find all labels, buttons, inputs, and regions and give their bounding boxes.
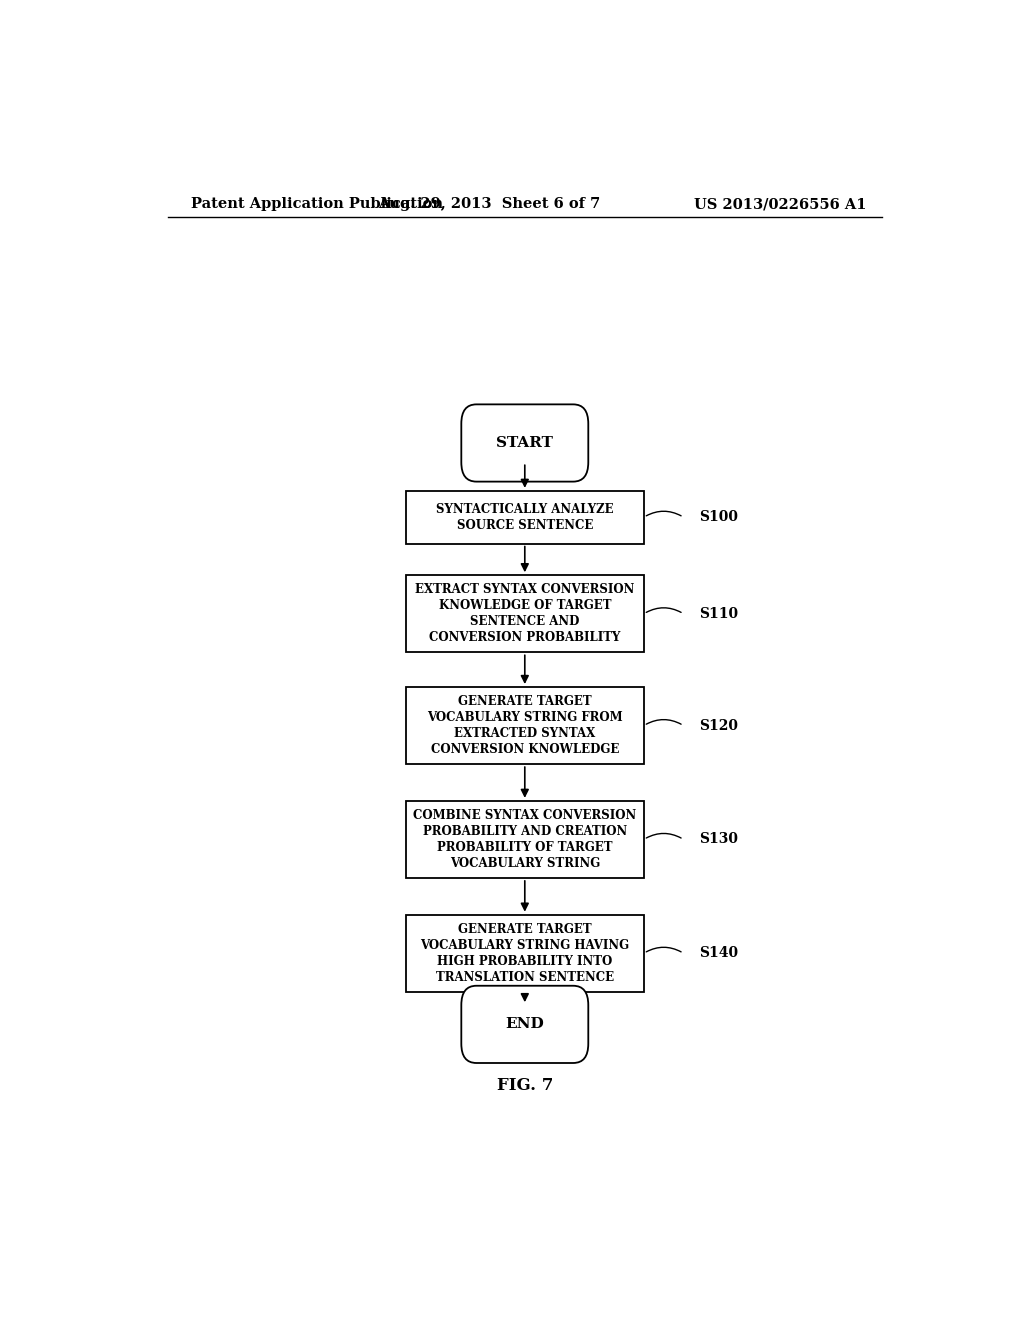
Text: S130: S130 [699,833,738,846]
Text: S120: S120 [699,718,738,733]
Text: SYNTACTICALLY ANALYZE
SOURCE SENTENCE: SYNTACTICALLY ANALYZE SOURCE SENTENCE [436,503,613,532]
Bar [406,801,644,878]
Text: US 2013/0226556 A1: US 2013/0226556 A1 [693,197,866,211]
Text: FIG. 7: FIG. 7 [497,1077,553,1094]
Text: EXTRACT SYNTAX CONVERSION
KNOWLEDGE OF TARGET
SENTENCE AND
CONVERSION PROBABILIT: EXTRACT SYNTAX CONVERSION KNOWLEDGE OF T… [415,583,635,644]
Text: START: START [497,436,553,450]
Bar [406,576,644,652]
Bar [406,915,644,991]
Text: Aug. 29, 2013  Sheet 6 of 7: Aug. 29, 2013 Sheet 6 of 7 [378,197,600,211]
Bar [406,686,644,764]
FancyBboxPatch shape [461,404,588,482]
Text: GENERATE TARGET
VOCABULARY STRING HAVING
HIGH PROBABILITY INTO
TRANSLATION SENTE: GENERATE TARGET VOCABULARY STRING HAVING… [420,923,630,983]
Text: GENERATE TARGET
VOCABULARY STRING FROM
EXTRACTED SYNTAX
CONVERSION KNOWLEDGE: GENERATE TARGET VOCABULARY STRING FROM E… [427,696,623,756]
Text: END: END [506,1018,544,1031]
Text: S100: S100 [699,511,738,524]
Text: S110: S110 [699,607,738,620]
Text: COMBINE SYNTAX CONVERSION
PROBABILITY AND CREATION
PROBABILITY OF TARGET
VOCABUL: COMBINE SYNTAX CONVERSION PROBABILITY AN… [413,809,637,870]
FancyBboxPatch shape [461,986,588,1063]
Bar [406,491,644,544]
Text: S140: S140 [699,946,738,960]
Text: Patent Application Publication: Patent Application Publication [191,197,443,211]
